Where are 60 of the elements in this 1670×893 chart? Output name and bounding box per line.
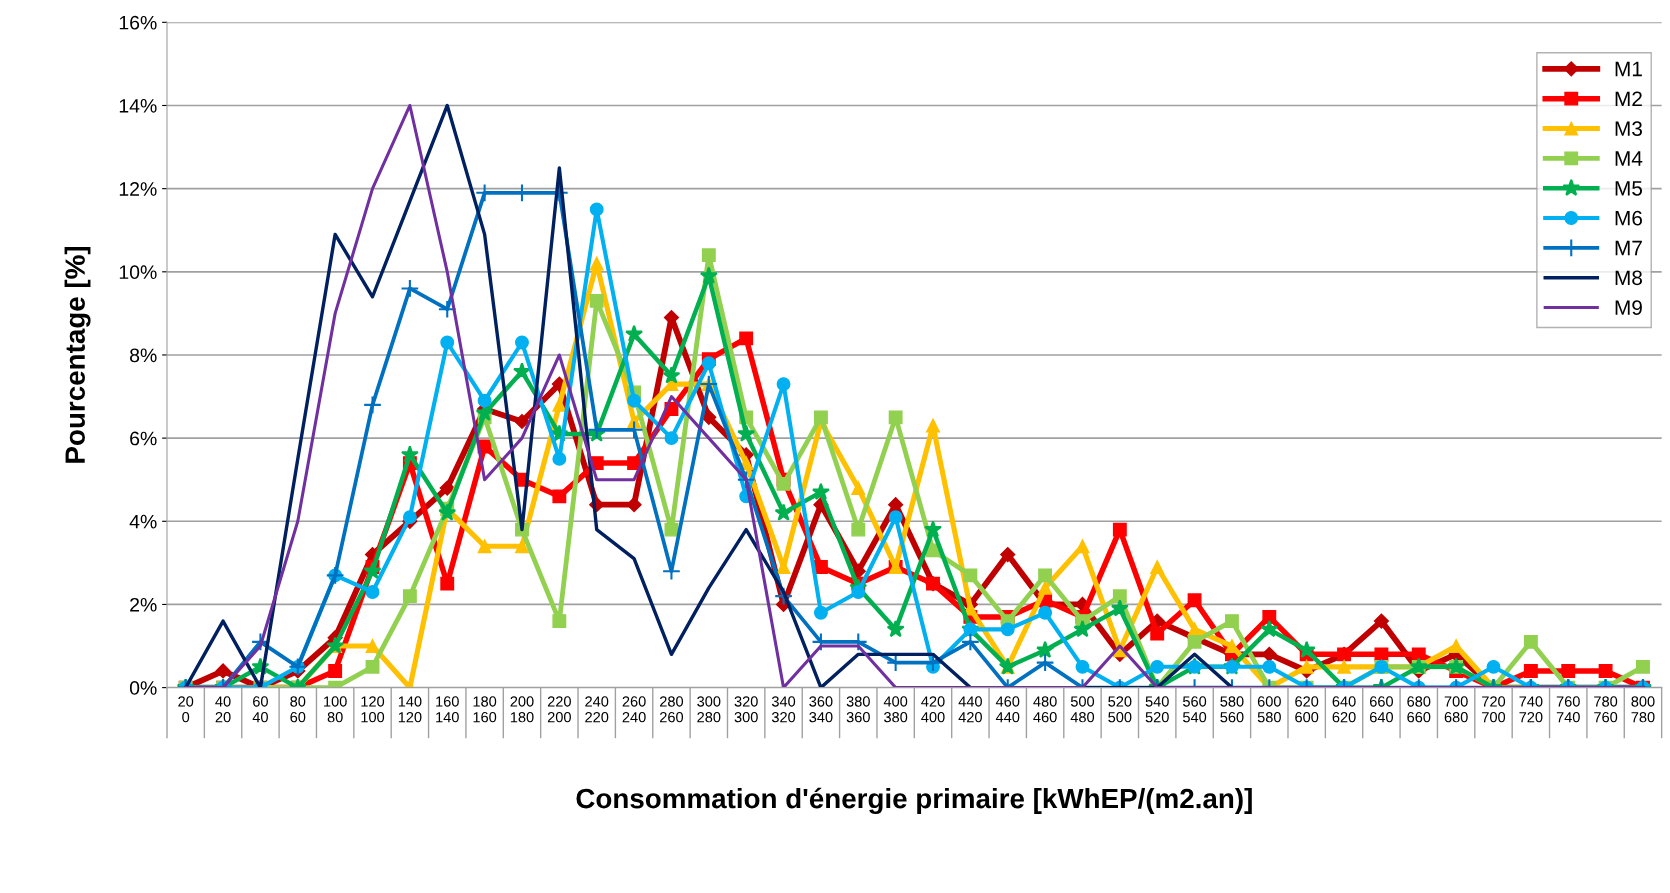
legend-label: M6 [1615,210,1642,226]
x-tick-label: 680 660 [1407,696,1431,723]
y-axis-title: Pourcentage [%] [64,246,91,463]
x-tick-label: 440 420 [958,696,982,723]
legend-label: M8 [1615,270,1642,286]
x-tick-label: 620 600 [1295,696,1319,723]
y-tick-label: 14% [119,99,157,113]
x-tick-label: 640 620 [1332,696,1356,723]
x-tick-label: 460 440 [995,696,1020,723]
x-tick-label: 740 720 [1519,696,1543,723]
y-tick-label: 6% [130,431,157,446]
x-tick-label: 60 40 [252,696,268,723]
x-tick-label: 160 140 [436,696,459,723]
x-tick-label: 400 380 [883,696,908,723]
x-tick-label: 80 60 [290,696,306,723]
x-tick-label: 20 0 [178,696,194,723]
x-tick-label: 40 20 [215,696,231,723]
x-tick-label: 800 780 [1631,696,1655,723]
x-tick-label: 300 280 [697,696,721,723]
y-tick-label: 0% [129,681,157,695]
x-tick-label: 520 500 [1108,696,1132,723]
x-tick-label: 240 220 [585,696,609,723]
y-tick-label: 16% [119,15,157,30]
x-tick-label: 720 700 [1482,696,1506,723]
x-tick-label: 560 540 [1182,696,1207,723]
legend-label: M4 [1615,151,1643,166]
x-tick-label: 600 580 [1257,696,1281,723]
x-tick-label: 140 120 [398,696,422,723]
x-tick-label: 760 740 [1556,696,1580,723]
y-tick-label: 8% [130,348,157,363]
x-tick-label: 200 180 [510,696,534,723]
y-tick-label: 10% [119,265,157,280]
x-tick-label: 660 640 [1369,696,1393,723]
x-tick-label: 700 680 [1444,696,1468,723]
x-tick-label: 100 80 [324,696,347,723]
x-tick-label: 780 760 [1594,696,1618,723]
x-tick-label: 340 320 [771,696,796,723]
legend-label: M5 [1615,181,1643,196]
legend-label: M3 [1615,121,1642,137]
x-tick-label: 420 400 [921,696,945,723]
y-tick-label: 2% [130,597,157,612]
x-tick-label: 180 160 [473,696,497,723]
x-tick-label: 380 360 [846,696,870,723]
legend-label: M1 [1615,61,1642,77]
x-tick-label: 480 460 [1033,696,1057,723]
legend-label: M7 [1615,240,1642,256]
x-tick-label: 360 340 [809,696,833,723]
x-axis-title: Consommation d'énergie primaire [kWhEP/(m2.an)] [576,787,1252,814]
x-tick-label: 220 200 [547,696,571,723]
x-tick-label: 260 240 [622,696,646,723]
legend-label: M9 [1615,300,1642,316]
x-tick-label: 320 300 [734,696,758,723]
y-tick-label: 4% [129,514,157,529]
x-tick-label: 580 560 [1220,696,1244,723]
legend-label: M2 [1615,91,1642,106]
y-tick-label: 12% [119,182,157,196]
x-tick-label: 500 480 [1070,696,1095,723]
x-tick-label: 280 260 [660,696,684,723]
x-tick-label: 120 100 [361,696,385,723]
x-tick-label: 540 520 [1145,696,1169,723]
